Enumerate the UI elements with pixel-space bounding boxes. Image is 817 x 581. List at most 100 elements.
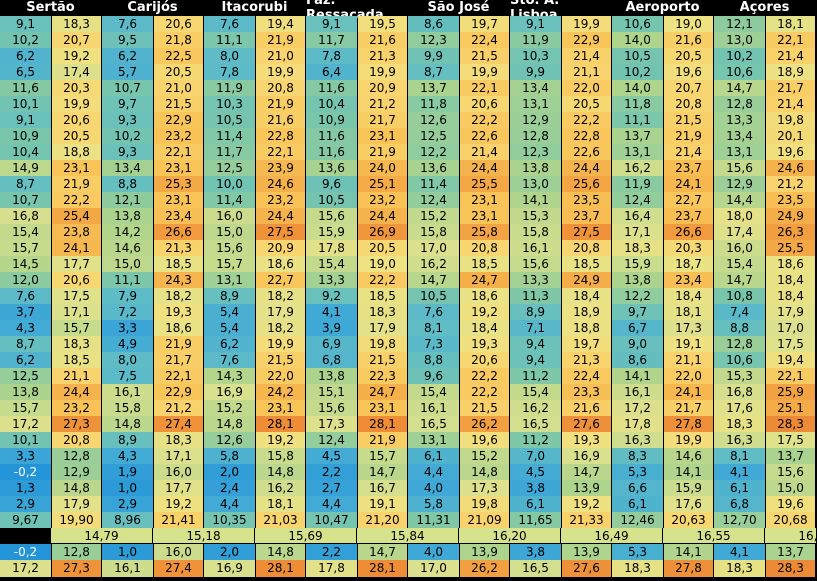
max-temp-cell: 19,2 bbox=[154, 496, 203, 513]
max-temp-cell: 21,5 bbox=[460, 48, 509, 65]
min-temp-cell: 8,96 bbox=[102, 512, 153, 529]
min-temp-cell: 4,5 bbox=[510, 464, 561, 481]
max-temp-cell: 23,7 bbox=[562, 208, 611, 225]
station-cell-pair: 7,6 17,5 bbox=[0, 288, 101, 305]
station-cell-pair: 7,9 18,2 bbox=[102, 288, 203, 305]
min-temp-cell: 16,0 bbox=[714, 240, 765, 257]
min-temp-cell: 13,3 bbox=[306, 272, 357, 289]
min-temp-cell: 15,4 bbox=[510, 384, 561, 401]
min-temp-cell: 14,0 bbox=[612, 32, 663, 49]
max-temp-cell: 15,7 bbox=[358, 448, 407, 465]
max-temp-cell: 21,4 bbox=[766, 96, 815, 113]
max-temp-cell: 14,1 bbox=[664, 544, 713, 561]
min-temp-cell: 10,35 bbox=[204, 512, 255, 529]
max-temp-cell: 24,7 bbox=[358, 384, 407, 401]
max-temp-cell: 18,5 bbox=[358, 288, 407, 305]
station-cell-pair: 9,7 21,5 bbox=[102, 96, 203, 113]
min-temp-cell: 4,4 bbox=[408, 464, 459, 481]
station-cell-pair: 14,7 24,7 bbox=[408, 272, 509, 289]
min-temp-cell: 11,1 bbox=[612, 112, 663, 129]
min-temp-cell: 10,1 bbox=[0, 96, 51, 113]
max-temp-cell: 20,1 bbox=[766, 128, 815, 145]
station-cell-pair: 9,6 22,2 bbox=[408, 368, 509, 385]
min-temp-cell: 13,7 bbox=[408, 80, 459, 97]
station-cell-pair: 11,9 24,1 bbox=[612, 176, 713, 193]
station-cell-pair: 11,7 21,6 bbox=[306, 32, 407, 49]
station-cell-pair: 13,8 24,4 bbox=[510, 160, 611, 177]
station-cell-pair: 8,1 18,4 bbox=[408, 320, 509, 337]
station-cell-pair: 13,7 21,9 bbox=[612, 128, 713, 145]
station-cell-pair: 14,3 22,0 bbox=[204, 368, 305, 385]
station-cell-pair: 15,2 23,1 bbox=[408, 208, 509, 225]
station-cell-pair: 11,6 23,1 bbox=[306, 128, 407, 145]
max-temp-cell: 22,6 bbox=[562, 144, 611, 161]
station-cell-pair: 4,0 17,3 bbox=[408, 480, 509, 497]
min-temp-cell: 1,3 bbox=[0, 480, 51, 497]
station-cell-pair: 13,1 21,4 bbox=[612, 144, 713, 161]
max-temp-cell: 19,5 bbox=[358, 16, 407, 33]
max-temp-cell: 17,9 bbox=[256, 304, 305, 321]
station-cell-pair: 4,9 21,9 bbox=[102, 336, 203, 353]
min-temp-cell: 11,1 bbox=[102, 272, 153, 289]
station-cell-pair: 10,9 20,5 bbox=[0, 128, 101, 145]
station-cell-pair: 10,7 21,0 bbox=[102, 80, 203, 97]
min-temp-cell: 14,7 bbox=[714, 80, 765, 97]
min-temp-cell: 14,1 bbox=[612, 368, 663, 385]
station-cell-pair: 15,8 21,2 bbox=[102, 400, 203, 417]
min-temp-cell: 14,9 bbox=[0, 160, 51, 177]
min-temp-cell: 10,2 bbox=[714, 48, 765, 65]
min-temp-cell: 13,1 bbox=[408, 432, 459, 449]
max-temp-cell: 22,9 bbox=[154, 112, 203, 129]
station-cell-pair: 11,7 22,1 bbox=[204, 144, 305, 161]
station-cell-pair: 11,1 21,9 bbox=[204, 32, 305, 49]
min-temp-cell: 17,3 bbox=[306, 416, 357, 433]
max-temp-cell: 21,9 bbox=[358, 144, 407, 161]
min-temp-cell: 13,1 bbox=[510, 96, 561, 113]
station-cell-pair: 7,8 21,3 bbox=[306, 48, 407, 65]
max-temp-cell: 15,6 bbox=[766, 464, 815, 481]
min-temp-cell: 11,9 bbox=[510, 32, 561, 49]
max-temp-cell: 23,1 bbox=[154, 160, 203, 177]
max-temp-cell: 18,6 bbox=[460, 288, 509, 305]
station-cell-pair: 14,0 21,6 bbox=[612, 32, 713, 49]
max-temp-cell: 18,7 bbox=[664, 256, 713, 273]
max-temp-cell: 18,4 bbox=[766, 288, 815, 305]
min-temp-cell: 10,2 bbox=[612, 64, 663, 81]
max-temp-cell: 19,9 bbox=[256, 64, 305, 81]
min-temp-cell: 9,4 bbox=[510, 336, 561, 353]
max-temp-cell: 14,7 bbox=[358, 464, 407, 481]
max-temp-cell: 24,6 bbox=[256, 176, 305, 193]
max-temp-cell: 17,0 bbox=[766, 320, 815, 337]
min-temp-cell: 17,8 bbox=[306, 560, 357, 577]
station-cell-pair: 14,6 21,3 bbox=[102, 240, 203, 257]
min-temp-cell: 15,3 bbox=[510, 208, 561, 225]
min-temp-cell: 8,7 bbox=[0, 336, 51, 353]
max-temp-cell: 21,20 bbox=[358, 512, 407, 529]
min-temp-cell: 15,3 bbox=[714, 368, 765, 385]
station-cell-pair: 10,5 20,5 bbox=[612, 48, 713, 65]
min-temp-cell: 1,9 bbox=[102, 464, 153, 481]
max-temp-cell: 19,2 bbox=[562, 496, 611, 513]
station-cell-pair: 4,0 13,9 bbox=[408, 544, 509, 561]
station-cell-pair: 16,2 21,6 bbox=[510, 400, 611, 417]
min-temp-cell: 17,0 bbox=[408, 240, 459, 257]
station-cell-pair: 9,9 21,5 bbox=[408, 48, 509, 65]
max-temp-cell: 19,6 bbox=[460, 432, 509, 449]
min-temp-cell: 12,1 bbox=[714, 16, 765, 33]
min-temp-cell: 10,5 bbox=[612, 48, 663, 65]
max-temp-cell: 26,6 bbox=[154, 224, 203, 241]
station-cell-pair: 14,7 18,4 bbox=[714, 272, 815, 289]
max-temp-cell: 14,7 bbox=[562, 464, 611, 481]
station-cell-pair: 10,2 21,4 bbox=[714, 48, 815, 65]
station-cell-pair: 12,4 23,1 bbox=[408, 192, 509, 209]
min-temp-cell: 13,1 bbox=[204, 272, 255, 289]
min-temp-cell: 15,4 bbox=[408, 384, 459, 401]
station-cell-pair: 13,1 20,5 bbox=[510, 96, 611, 113]
station-cell-pair: 18,0 24,9 bbox=[714, 208, 815, 225]
min-temp-cell: 15,9 bbox=[612, 256, 663, 273]
max-temp-cell: 23,2 bbox=[358, 192, 407, 209]
min-temp-cell: 2,9 bbox=[102, 496, 153, 513]
station-cell-pair: 5,3 14,1 bbox=[612, 464, 713, 481]
min-temp-cell: 10,4 bbox=[306, 96, 357, 113]
min-temp-cell: 11,6 bbox=[306, 80, 357, 97]
